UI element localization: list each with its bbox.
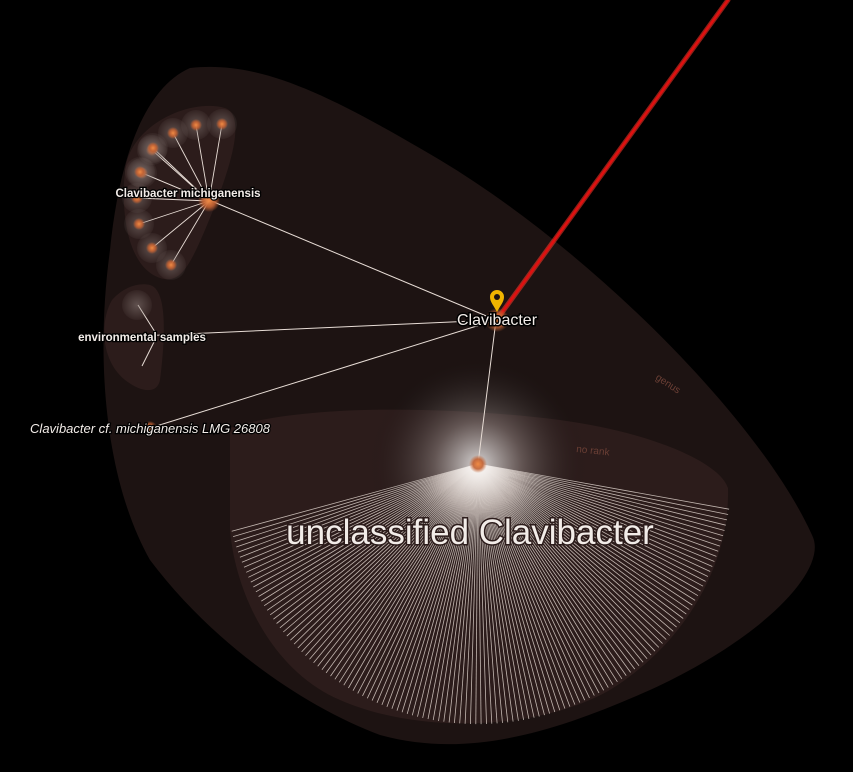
strain-node[interactable] <box>143 421 157 435</box>
unclassified-label[interactable]: unclassified Clavibacter <box>285 512 656 554</box>
michiganensis-children <box>122 109 237 280</box>
root-label[interactable]: Clavibacter <box>455 311 539 331</box>
environmental-child-node[interactable] <box>122 290 152 320</box>
michiganensis-child-node[interactable] <box>147 142 159 154</box>
michiganensis-child-node[interactable] <box>167 127 179 139</box>
michiganensis-child-node[interactable] <box>216 118 228 130</box>
michiganensis-child-node[interactable] <box>165 259 177 271</box>
environmental-children <box>122 290 156 367</box>
unclassified-node[interactable] <box>469 455 487 473</box>
michiganensis-child-node[interactable] <box>190 119 202 131</box>
michiganensis-child-node[interactable] <box>134 166 146 178</box>
root-node[interactable] <box>485 308 509 332</box>
focus-beam-core <box>496 0 730 320</box>
root-links <box>139 199 497 465</box>
species-label[interactable]: Clavibacter michiganensis <box>114 187 262 202</box>
strain-label[interactable]: Clavibacter cf. michiganensis LMG 26808 <box>29 420 272 438</box>
michiganensis-child-node[interactable] <box>131 192 143 204</box>
michiganensis-child-node[interactable] <box>133 218 145 230</box>
species-node[interactable] <box>198 190 220 212</box>
environmental-label[interactable]: environmental samples <box>77 331 207 346</box>
michiganensis-child-node[interactable] <box>146 242 158 254</box>
location-pin-icon <box>490 290 504 312</box>
